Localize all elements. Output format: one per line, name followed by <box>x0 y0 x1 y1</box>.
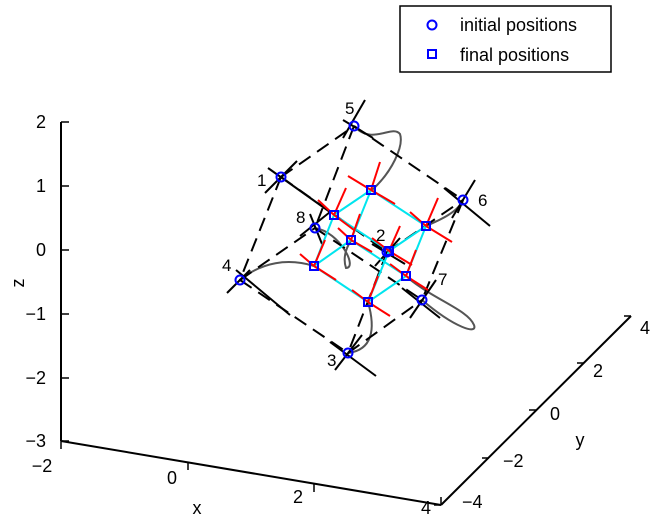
trajectory-4 <box>239 261 315 281</box>
final-cube <box>313 189 427 303</box>
y-tick-label: −4 <box>462 492 483 512</box>
final-marker <box>309 261 319 271</box>
final-markers <box>309 185 431 307</box>
z-tick-label: −2 <box>25 368 46 388</box>
x-tick-label: −2 <box>32 456 53 476</box>
final-marker <box>363 297 373 307</box>
initial-marker-4 <box>234 274 246 286</box>
z-tick-label: 1 <box>36 176 46 196</box>
axis-ticks <box>60 121 631 506</box>
initial-marker-7 <box>416 294 428 306</box>
trajectories <box>239 125 476 354</box>
x-axis-line <box>60 440 442 506</box>
final-marker <box>346 235 356 245</box>
y-tick-label: 0 <box>550 404 560 424</box>
z-tick-label: 0 <box>36 240 46 260</box>
legend-square-marker <box>427 49 437 59</box>
initial-marker-5 <box>348 120 360 132</box>
legend: initial positions final positions <box>399 5 612 73</box>
point-label-6: 6 <box>478 191 487 210</box>
point-label-2: 2 <box>376 226 385 245</box>
final-marker <box>329 210 339 220</box>
x-tick-label: 2 <box>293 487 303 507</box>
x-axis-label: x <box>193 498 202 516</box>
z-tick-label: −1 <box>25 304 46 324</box>
trajectory-7 <box>407 277 476 331</box>
x-tick-label: 4 <box>421 498 431 516</box>
z-axis-label: z <box>8 279 28 288</box>
y-tick-label: 4 <box>640 318 650 338</box>
trajectory-8 <box>314 227 353 270</box>
point-label-1: 1 <box>257 171 266 190</box>
z-tick-label: −3 <box>25 431 46 451</box>
initial-marker-8 <box>309 222 321 234</box>
initial-marker-3 <box>342 347 354 359</box>
legend-box <box>399 5 612 73</box>
point-label-7: 7 <box>438 270 447 289</box>
trajectory-5 <box>353 125 402 191</box>
point-label-8: 8 <box>296 208 305 227</box>
final-marker <box>401 271 411 281</box>
point-label-5: 5 <box>345 99 354 118</box>
y-axis-label: y <box>576 430 585 450</box>
initial-marker-6 <box>457 194 469 206</box>
axes <box>60 122 632 506</box>
initial-orientation-lines <box>226 99 491 377</box>
final-marker <box>384 246 394 256</box>
point-label-3: 3 <box>327 351 336 370</box>
z-tick-label: 2 <box>36 112 46 132</box>
legend-label-initial: initial positions <box>460 15 577 35</box>
y-tick-label: 2 <box>593 361 603 381</box>
final-marker <box>366 185 376 195</box>
point-label-4: 4 <box>222 256 231 275</box>
x-tick-label: 0 <box>167 468 177 488</box>
initial-markers <box>234 120 469 359</box>
y-tick-label: −2 <box>503 451 524 471</box>
final-marker <box>421 221 431 231</box>
legend-label-final: final positions <box>460 45 569 65</box>
legend-circle-marker <box>426 19 438 31</box>
initial-marker-1 <box>275 171 287 183</box>
